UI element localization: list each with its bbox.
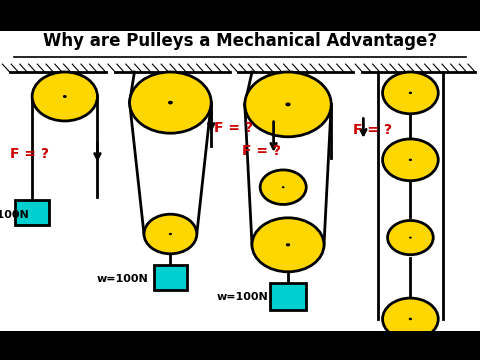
Ellipse shape <box>144 214 197 254</box>
Ellipse shape <box>383 139 438 181</box>
Ellipse shape <box>383 298 438 340</box>
Text: F = ?: F = ? <box>214 121 252 135</box>
Text: Why are Pulleys a Mechanical Advantage?: Why are Pulleys a Mechanical Advantage? <box>43 32 437 50</box>
Ellipse shape <box>32 72 97 121</box>
Bar <box>154 265 187 290</box>
Bar <box>394 351 427 360</box>
Text: F = ?: F = ? <box>10 147 48 161</box>
Ellipse shape <box>409 318 412 320</box>
Ellipse shape <box>282 186 285 188</box>
Ellipse shape <box>169 233 172 235</box>
Text: w=100N: w=100N <box>217 292 269 302</box>
Ellipse shape <box>260 170 306 204</box>
Ellipse shape <box>252 218 324 272</box>
Text: F = ?: F = ? <box>353 123 392 137</box>
Text: F = ?: F = ? <box>242 144 281 158</box>
Ellipse shape <box>286 103 290 106</box>
Bar <box>0 31 480 331</box>
Text: w=100N: w=100N <box>354 359 406 360</box>
Ellipse shape <box>168 101 173 104</box>
Ellipse shape <box>409 237 412 239</box>
Bar <box>15 200 49 225</box>
Ellipse shape <box>245 72 331 137</box>
Text: w=100N: w=100N <box>97 274 149 284</box>
Bar <box>0 331 480 360</box>
Bar <box>0 0 480 31</box>
Ellipse shape <box>286 243 290 246</box>
Bar <box>270 283 306 310</box>
Ellipse shape <box>409 159 412 161</box>
Ellipse shape <box>130 72 211 133</box>
Ellipse shape <box>63 95 67 98</box>
Ellipse shape <box>383 72 438 114</box>
Ellipse shape <box>409 92 412 94</box>
Ellipse shape <box>387 220 433 255</box>
Text: w=100N: w=100N <box>0 210 30 220</box>
